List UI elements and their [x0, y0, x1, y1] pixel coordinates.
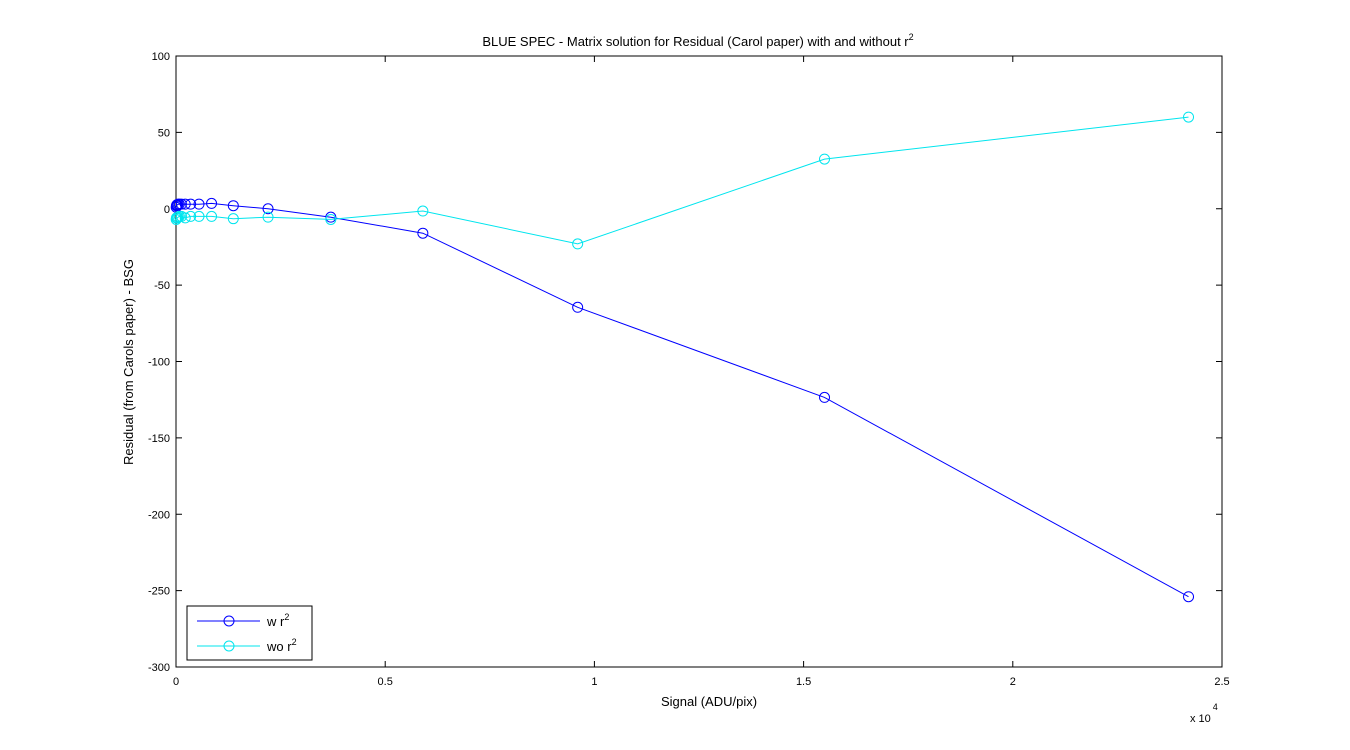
- y-tick-label: -300: [148, 662, 170, 674]
- legend-marker: [223, 615, 235, 627]
- data-point: [206, 210, 218, 222]
- data-point: [262, 203, 274, 215]
- data-point: [206, 197, 218, 209]
- data-point: [325, 213, 337, 225]
- legend-item: w r2: [197, 612, 289, 629]
- y-tick-label: 0: [164, 204, 170, 216]
- x-axis-label: Signal (ADU/pix): [661, 694, 757, 709]
- series-2: [170, 111, 1195, 250]
- legend-box: [186, 605, 313, 661]
- data-point: [572, 238, 584, 250]
- data-point: [572, 301, 584, 313]
- plot-area: [175, 55, 1223, 668]
- x-tick-label: 0.5: [378, 676, 393, 688]
- legend: w r2 wo r2: [186, 605, 313, 661]
- y-tick-label: 100: [152, 51, 170, 63]
- x-tick-label: 1.5: [796, 676, 811, 688]
- data-point: [227, 213, 239, 225]
- y-tick-label: -150: [148, 433, 170, 445]
- x-tick-label: 0: [173, 676, 179, 688]
- data-point: [262, 211, 274, 223]
- y-tick-label: -200: [148, 509, 170, 521]
- data-point: [1183, 111, 1195, 123]
- data-point: [819, 391, 831, 403]
- data-point: [193, 198, 205, 210]
- data-point: [185, 210, 197, 222]
- data-point: [417, 205, 429, 217]
- data-point: [193, 210, 205, 222]
- y-tick-label: -50: [154, 280, 170, 292]
- data-point: [185, 198, 197, 210]
- series-line: [175, 202, 1189, 598]
- legend-label: w r2: [266, 612, 289, 629]
- legend-label: wo r2: [266, 637, 297, 654]
- data-point: [819, 153, 831, 165]
- series-layer: [170, 111, 1195, 603]
- data-point: [179, 212, 191, 224]
- data-point: [1183, 591, 1195, 603]
- y-tick-label: -100: [148, 357, 170, 369]
- legend-marker: [223, 640, 235, 652]
- y-tick-label: -250: [148, 586, 170, 598]
- data-point: [227, 200, 239, 212]
- series-1: [170, 197, 1195, 603]
- series-line: [175, 116, 1189, 245]
- x-tick-label: 2: [1010, 676, 1016, 688]
- data-point: [417, 227, 429, 239]
- x-tick-label: 1: [591, 676, 597, 688]
- data-point: [175, 198, 187, 210]
- x-axis-exponent: x 104: [1190, 702, 1218, 725]
- axis-ticks: 0 0.5 1 1.5 2 2.5 100 50 0 -50 -100 -150 -200 -250 -30…: [148, 51, 1230, 688]
- chart-title: BLUE SPEC - Matrix solution for Residual…: [482, 32, 913, 49]
- y-axis-label: Residual (from Carols paper) - BSG: [121, 259, 136, 465]
- legend-item: wo r2: [197, 637, 297, 654]
- y-tick-label: 50: [158, 127, 170, 139]
- x-tick-label: 2.5: [1214, 676, 1229, 688]
- data-point: [179, 198, 191, 210]
